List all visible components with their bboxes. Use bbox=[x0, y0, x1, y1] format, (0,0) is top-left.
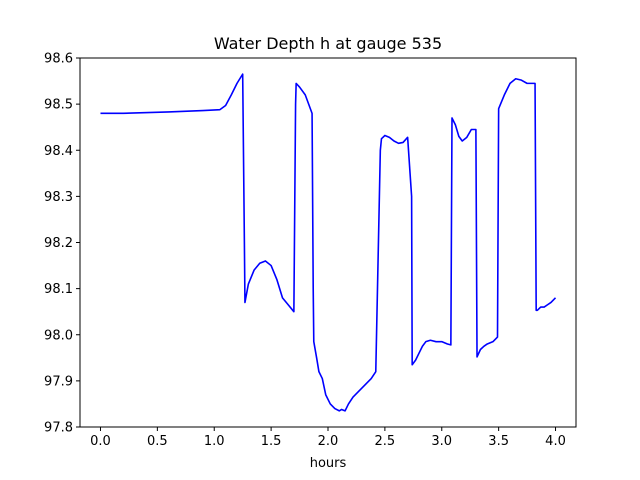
y-axis: 97.8 97.9 98.0 98.1 98.2 98.3 98.4 98.5 98.6 bbox=[44, 52, 80, 436]
x-tick-label: 3.0 bbox=[431, 434, 452, 449]
axes-frame bbox=[79, 57, 577, 428]
x-tick-label: 2.5 bbox=[375, 434, 396, 449]
chart-title: Water Depth h at gauge 535 bbox=[214, 34, 442, 53]
y-tick-label: 98.2 bbox=[44, 236, 73, 251]
y-tick-label: 97.8 bbox=[44, 421, 73, 436]
x-tick-label: 1.0 bbox=[204, 434, 225, 449]
x-tick-label: 0.5 bbox=[147, 434, 168, 449]
x-tick-label: 2.0 bbox=[318, 434, 339, 449]
series-line-0 bbox=[100, 73, 557, 412]
y-tick-label: 98.0 bbox=[44, 328, 73, 343]
y-tick-label: 98.5 bbox=[44, 98, 73, 113]
x-tick-label: 1.5 bbox=[261, 434, 282, 449]
plot-area bbox=[100, 73, 557, 412]
x-axis: 0.0 0.5 1.0 1.5 2.0 2.5 3.0 3.5 4.0 bbox=[90, 427, 566, 449]
y-tick-label: 98.3 bbox=[44, 190, 73, 205]
y-tick-label: 98.1 bbox=[44, 282, 73, 297]
x-tick-label: 3.5 bbox=[488, 434, 509, 449]
y-tick-label: 97.9 bbox=[44, 374, 73, 389]
y-tick-label: 98.4 bbox=[44, 144, 73, 159]
x-tick-label: 0.0 bbox=[90, 434, 111, 449]
x-axis-label: hours bbox=[310, 456, 347, 471]
x-tick-label: 4.0 bbox=[545, 434, 566, 449]
y-tick-label: 98.6 bbox=[44, 52, 73, 67]
